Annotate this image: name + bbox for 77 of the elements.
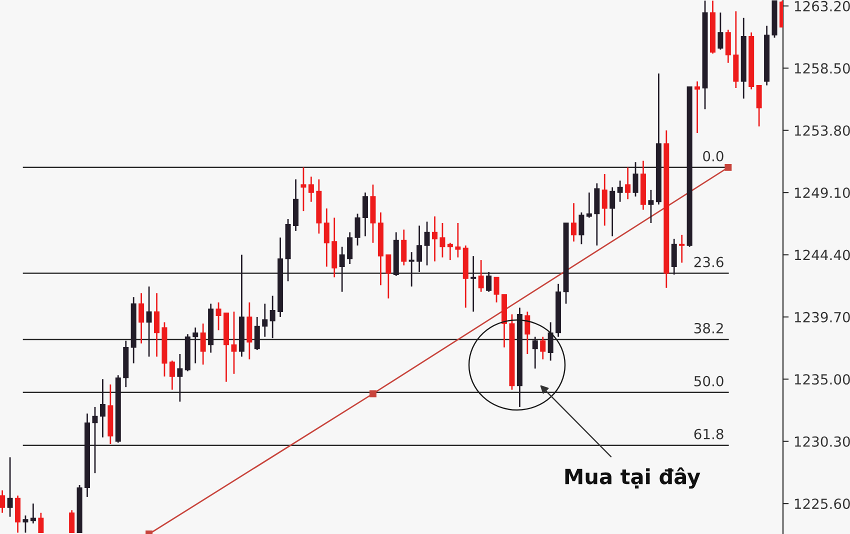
candlestick [602,173,608,226]
annotation: 50.0 [694,376,724,386]
candlestick [401,228,407,266]
candlestick [455,222,461,258]
annotation: 38.2 [694,322,723,334]
candlestick [432,216,438,262]
candlestick [540,336,546,360]
candlestick [262,303,268,338]
candlestick [440,222,446,258]
candlestick [648,189,654,224]
candlestick [494,276,500,304]
candlestick [200,322,206,366]
candlestick [671,238,677,276]
candlestick [386,254,392,300]
candlestick [308,176,314,203]
candlestick [718,12,724,50]
annotation: 61.8 [694,428,724,440]
candlestick [548,322,554,362]
y-tick-label: 1253.80 [794,125,850,136]
candlestick [38,512,44,534]
candlestick [231,310,237,375]
candlestick [69,509,75,534]
candlestick [424,220,430,266]
candlestick [339,246,345,293]
annotation: Mua tại đây [565,467,700,489]
annotation: 0.0 [703,150,724,162]
candlestick [694,80,700,134]
candlestick [478,259,484,293]
candlestick [470,255,476,312]
candlestick [30,502,36,524]
candlestick [756,84,762,128]
candlestick [486,271,492,293]
candlestick [92,406,98,474]
candlestick [347,232,353,265]
candlestick [177,353,183,402]
candlestick [216,302,222,331]
point [369,390,376,398]
y-tick-label: 1235.00 [794,374,850,385]
candlestick [138,292,144,344]
candlestick [146,286,152,358]
candlestick [300,166,306,212]
candlestick [22,514,28,534]
candlestick [578,212,584,245]
candlestick [324,208,330,268]
candlestick [447,242,453,261]
candlestick [254,316,260,351]
y-tick-label: 1239.70 [794,312,850,322]
candlestick [532,336,538,370]
candlestick [154,292,160,358]
y-tick-label: 1225.60 [794,498,850,510]
y-tick-label: 1230.30 [794,436,850,447]
candlestick [524,310,530,355]
candlestick [354,213,360,246]
candlestick [15,494,21,534]
candlestick [725,29,731,64]
candlestick [586,192,592,218]
y-tick-label: 1244.40 [794,250,850,260]
annotation: 23.6 [694,256,724,268]
candlestick [570,202,576,242]
candlestick [610,186,616,237]
candlestick [408,251,414,288]
candlestick [625,166,631,200]
candlestick [679,234,685,264]
candlestick [362,192,368,237]
candlestick [416,224,422,273]
y-tick-label: 1249.10 [794,188,850,198]
point [724,164,732,171]
y-tick-label: 1263.20 [794,0,850,12]
candlestick [169,360,175,390]
y-tick-label: 1258.50 [794,63,850,74]
candlestick [270,295,276,339]
candlestick [7,456,13,518]
candlestick [617,180,623,203]
candlestick [100,378,106,438]
candlestick [632,161,638,198]
candlestick [192,326,198,364]
candlestick [0,490,6,514]
